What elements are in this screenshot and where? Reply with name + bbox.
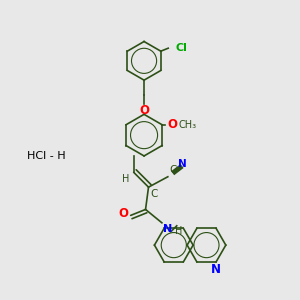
Text: N: N [164, 224, 172, 234]
Text: O: O [118, 207, 128, 220]
Text: C: C [169, 165, 177, 175]
Text: O: O [168, 118, 178, 131]
Text: HCl - H: HCl - H [27, 151, 65, 161]
Text: CH₃: CH₃ [178, 120, 196, 130]
Text: H: H [122, 174, 129, 184]
Text: C: C [150, 189, 158, 199]
Text: N: N [211, 263, 221, 276]
Text: H: H [175, 226, 183, 236]
Text: O: O [139, 104, 149, 117]
Text: N: N [178, 159, 187, 169]
Text: Cl: Cl [176, 43, 188, 53]
